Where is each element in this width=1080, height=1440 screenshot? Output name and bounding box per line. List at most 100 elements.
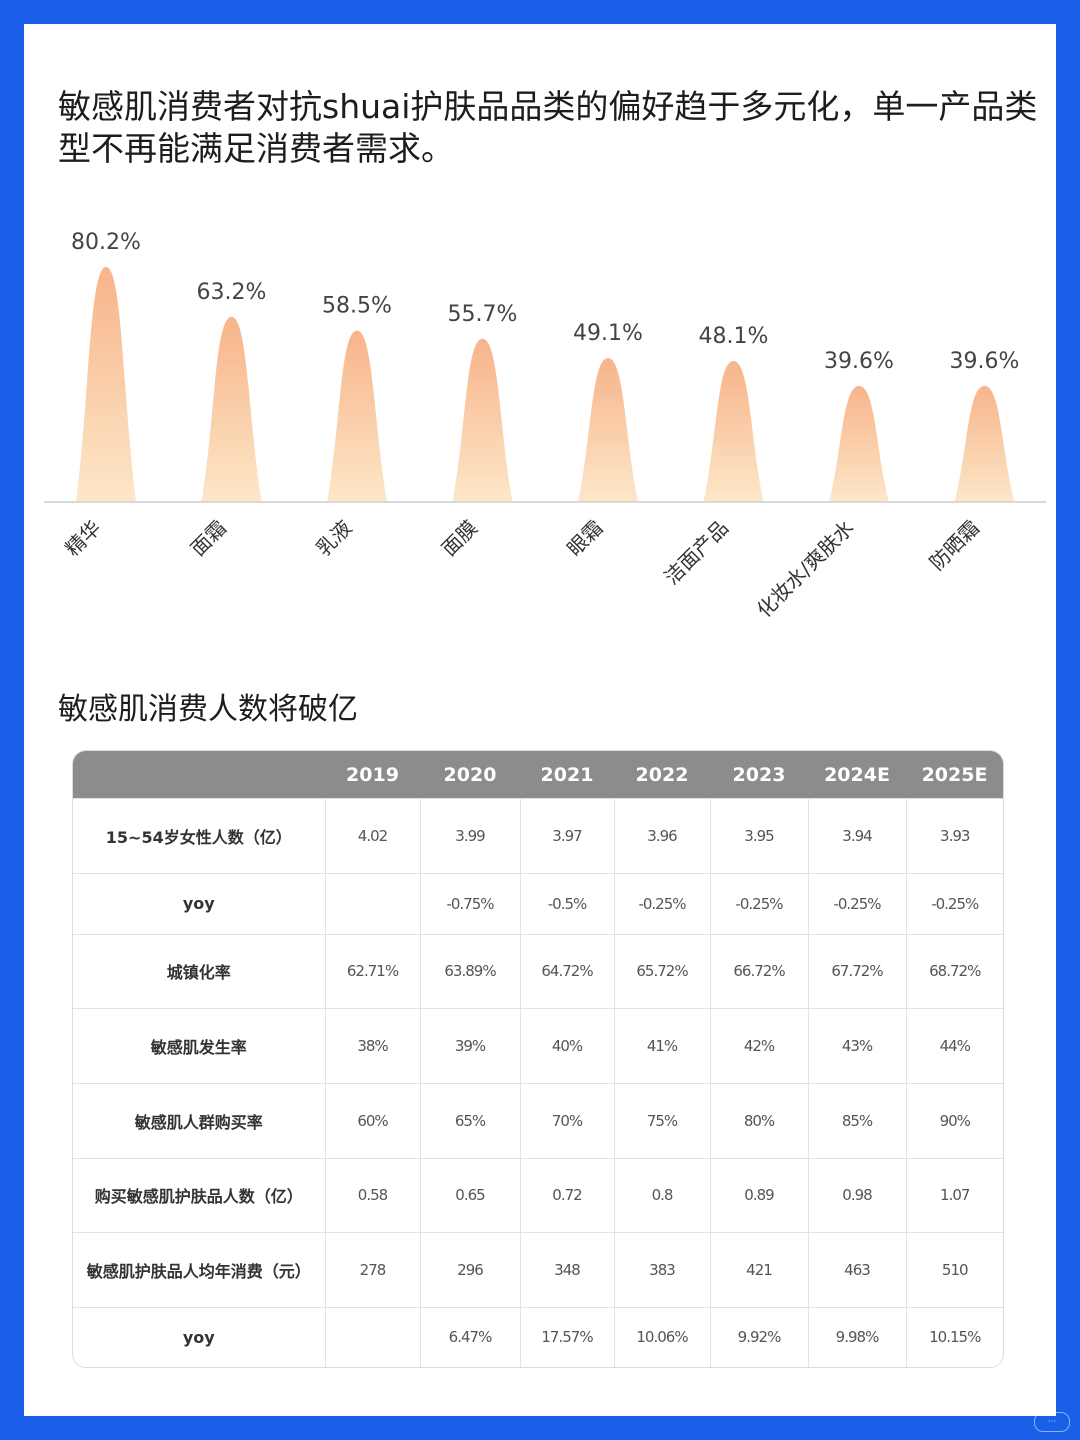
table-body: 15~54岁女性人数（亿） 4.02 3.99 3.97 3.96 3.95 3.94 3.9… <box>73 798 1003 1367</box>
table-row: 敏感肌发生率 38% 39% 40% 41% 42% 43% 44% <box>73 1008 1003 1084</box>
table-cell: 3.99 <box>419 798 520 874</box>
table-row: 敏感肌人群购买率 60% 65% 70% 75% 80% 85% 90% <box>73 1082 1003 1159</box>
table-cell: 3.93 <box>905 798 1003 874</box>
column-header: 2023 <box>710 751 808 799</box>
peak-bar <box>578 358 638 502</box>
table-cell: 0.72 <box>519 1157 614 1233</box>
table-row: 购买敏感肌护肤品人数（亿） 0.58 0.65 0.72 0.8 0.89 0.98 1.07 <box>73 1157 1003 1233</box>
table-header-row: 2019 2020 2021 2022 2023 2024E 2025E <box>73 751 1003 799</box>
column-header: 2022 <box>614 751 710 799</box>
table-cell: 85% <box>807 1082 906 1159</box>
category-label: 面霜 <box>186 516 231 561</box>
table-cell: 40% <box>519 1008 614 1084</box>
table-cell: 60% <box>324 1082 420 1159</box>
row-label: 购买敏感肌护肤品人数（亿） <box>73 1157 325 1233</box>
column-header: 2024E <box>808 751 906 799</box>
content-card: 敏感肌消费者对抗shuai护肤品品类的偏好趋于多元化，单一产品类型不再能满足消费… <box>24 24 1056 1416</box>
data-label: 63.2% <box>197 280 267 305</box>
table-cell: 0.8 <box>613 1157 710 1233</box>
table-cell: -0.75% <box>419 872 520 935</box>
peak-bar <box>452 338 513 502</box>
table-cell: 9.98% <box>807 1306 906 1367</box>
category-label: 防晒霜 <box>925 516 984 575</box>
table-cell: 421 <box>709 1232 808 1308</box>
peak-chart: 80.2% 精华 63.2% 面霜 58.5% 乳液 55.7% 面膜 49.1% 眼霜 48.1%… <box>44 230 1046 622</box>
data-label: 55.7% <box>448 302 518 327</box>
peak-bar <box>829 385 889 502</box>
table-cell: 62.71% <box>324 933 420 1009</box>
table-cell: 67.72% <box>807 933 906 1009</box>
table-cell: 10.06% <box>613 1306 710 1367</box>
table-cell: 44% <box>905 1008 1003 1084</box>
table-cell: 42% <box>709 1008 808 1084</box>
chart-marks: 80.2% 精华 63.2% 面霜 58.5% 乳液 55.7% 面膜 49.1% 眼霜 48.1%… <box>60 230 1019 622</box>
table-cell: 70% <box>519 1082 614 1159</box>
column-header: 2020 <box>420 751 520 799</box>
table-row: 敏感肌护肤品人均年消费（元） 278 296 348 383 421 463 510 <box>73 1232 1003 1308</box>
row-label: yoy <box>73 1306 325 1367</box>
data-label: 39.6% <box>824 349 894 374</box>
row-label: 敏感肌发生率 <box>73 1008 325 1084</box>
table-cell: 6.47% <box>419 1306 520 1367</box>
table-cell: 68.72% <box>905 933 1003 1009</box>
table-cell: 3.94 <box>807 798 906 874</box>
data-label: 48.1% <box>699 324 769 349</box>
table-cell: 90% <box>905 1082 1003 1159</box>
category-label: 精华 <box>60 516 105 561</box>
table-cell: 10.15% <box>905 1306 1003 1367</box>
data-table: 2019 2020 2021 2022 2023 2024E 2025E 15~54岁女性人… <box>73 751 1003 1367</box>
category-label: 眼霜 <box>562 516 607 561</box>
table-row: 15~54岁女性人数（亿） 4.02 3.99 3.97 3.96 3.95 3.94 3.9… <box>73 798 1003 874</box>
watermark: ··· <box>1034 1412 1070 1432</box>
peak-bar <box>201 316 262 502</box>
table-cell: 0.65 <box>419 1157 520 1233</box>
row-label: 敏感肌人群购买率 <box>73 1082 325 1159</box>
data-label: 49.1% <box>573 321 643 346</box>
column-header: 2025E <box>906 751 1003 799</box>
table-cell: 17.57% <box>519 1306 614 1367</box>
row-label: 城镇化率 <box>73 933 325 1009</box>
row-label: yoy <box>73 872 325 935</box>
table-cell <box>324 1306 420 1367</box>
table-cell: 3.97 <box>519 798 614 874</box>
category-label: 化妆水/爽肤水 <box>752 516 859 623</box>
column-header: 2019 <box>325 751 420 799</box>
table-row: 城镇化率 62.71% 63.89% 64.72% 65.72% 66.72% 67.72%… <box>73 933 1003 1009</box>
table-cell: 63.89% <box>419 933 520 1009</box>
table-cell: 39% <box>419 1008 520 1084</box>
table-cell: -0.25% <box>709 872 808 935</box>
table-cell: -0.25% <box>613 872 710 935</box>
table-cell: 278 <box>324 1232 420 1308</box>
data-table-wrap: 2019 2020 2021 2022 2023 2024E 2025E 15~54岁女性人… <box>72 750 1004 1368</box>
table-cell: 80% <box>709 1082 808 1159</box>
table-cell: 65.72% <box>613 933 710 1009</box>
table-cell: 9.92% <box>709 1306 808 1367</box>
table-cell: 65% <box>419 1082 520 1159</box>
table-cell: 43% <box>807 1008 906 1084</box>
table-cell: 3.96 <box>613 798 710 874</box>
category-label: 面膜 <box>437 516 482 561</box>
table-cell: 38% <box>324 1008 420 1084</box>
table-row: yoy -0.75% -0.5% -0.25% -0.25% -0.25% -0.25% <box>73 872 1003 935</box>
table-cell: 66.72% <box>709 933 808 1009</box>
table-cell: 0.58 <box>324 1157 420 1233</box>
table-cell: 64.72% <box>519 933 614 1009</box>
category-label: 洁面产品 <box>659 516 733 590</box>
row-label: 15~54岁女性人数（亿） <box>73 798 325 874</box>
peak-bar <box>954 385 1015 502</box>
data-label: 39.6% <box>950 349 1020 374</box>
table-cell: 4.02 <box>324 798 420 874</box>
column-header: 2021 <box>520 751 614 799</box>
headline: 敏感肌消费者对抗shuai护肤品品类的偏好趋于多元化，单一产品类型不再能满足消费… <box>58 87 1038 168</box>
table-cell: -0.5% <box>519 872 614 935</box>
category-label: 乳液 <box>311 516 356 561</box>
data-label: 80.2% <box>71 230 141 255</box>
data-label: 58.5% <box>322 294 392 319</box>
section-title: 敏感肌消费人数将破亿 <box>58 692 358 727</box>
table-cell: 296 <box>419 1232 520 1308</box>
table-cell: 383 <box>613 1232 710 1308</box>
peak-bar <box>703 361 764 502</box>
column-header <box>73 751 325 799</box>
table-cell: 0.98 <box>807 1157 906 1233</box>
table-cell <box>324 872 420 935</box>
